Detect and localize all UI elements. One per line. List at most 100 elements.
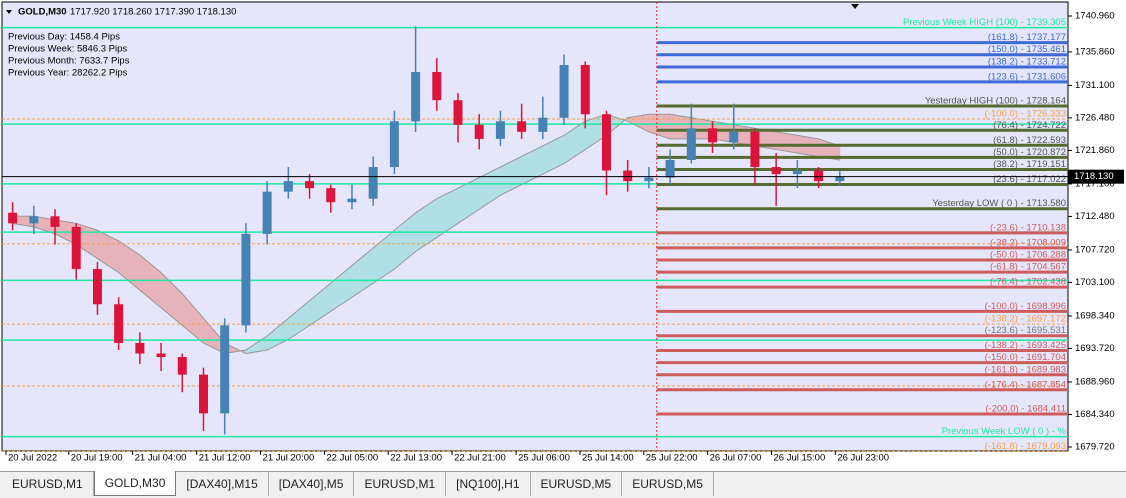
header-prices: 1717.920 1718.260 1717.390 1718.130 (70, 7, 236, 18)
level-label: (161.8) - 1737.177 (988, 32, 1066, 43)
shift-marker (851, 4, 859, 9)
candle-body (389, 121, 399, 168)
candle-body (474, 124, 484, 139)
x-tick-label: 25 Jul 14:00 (582, 453, 634, 464)
plot-layer: Previous Week HIGH (100) - 1739.305 Previ… (2, 2, 1068, 452)
chart-tab[interactable]: EURUSD,M1 (2, 472, 94, 496)
chart-tab[interactable]: EURUSD,M5 (622, 472, 714, 496)
x-tick-label: 21 Jul 20:00 (263, 453, 315, 464)
candle-body (814, 170, 824, 182)
level-label: (123.6) - 1731.606 (988, 71, 1066, 82)
level-label: (-161.8) - 1679.093 (985, 441, 1066, 452)
x-tick-label: 26 Jul 07:00 (710, 453, 762, 464)
level-label: (-50.0) - 1706.288 (990, 250, 1066, 261)
candle-body (750, 131, 760, 168)
symbol-title: GOLD,M30 (18, 7, 67, 18)
x-tick-label: 21 Jul 12:00 (199, 453, 251, 464)
y-tick-label: 1707.720 (1075, 244, 1115, 255)
info-line: Previous Year: 28262.2 Pips (8, 68, 128, 79)
candle-body (29, 216, 39, 224)
x-tick-label: 26 Jul 23:00 (837, 453, 889, 464)
level-label: (61.8) - 1722.593 (993, 135, 1066, 146)
candle-body (453, 100, 463, 125)
level-label: (-150.0) - 1691.704 (985, 352, 1066, 363)
candle-body (71, 226, 81, 270)
level-label: (-38.2) - 1708.009 (990, 237, 1066, 248)
level-label: (50.0) - 1720.872 (993, 147, 1066, 158)
chart-tab[interactable]: [DAX40],M5 (269, 472, 355, 496)
y-tick-label: 1698.340 (1075, 310, 1115, 321)
candle-body (559, 64, 569, 118)
chart-tab[interactable]: GOLD,M30 (93, 471, 177, 496)
chart-tab[interactable]: [NQ100],H1 (446, 472, 531, 496)
x-tick-label: 22 Jul 05:00 (326, 453, 378, 464)
level-label: (23.6) - 1717.022 (993, 174, 1066, 185)
x-tick-label: 20 Jul 2022 (8, 453, 57, 464)
candle-body (495, 121, 505, 139)
level-label: (138.2) - 1733.712 (988, 57, 1066, 68)
candle-body (177, 357, 187, 375)
current-price-box (1068, 169, 1124, 184)
candle-body (283, 181, 293, 192)
level-label: (76.4) - 1724.722 (993, 120, 1066, 131)
candle-body (411, 72, 421, 122)
candle-body (432, 72, 442, 101)
info-line: Previous Month: 7633.7 Pips (8, 56, 130, 67)
candle-body (729, 131, 739, 143)
cloud-line (12, 113, 840, 355)
candle-body (305, 181, 315, 189)
chart-tab[interactable]: [DAX40],M15 (176, 472, 269, 496)
candle-body (241, 233, 251, 326)
y-tick-label: 1703.100 (1075, 277, 1115, 288)
level-label: (-176.4) - 1687.854 (985, 379, 1066, 390)
candle-body (156, 353, 166, 358)
candle-body (665, 159, 675, 178)
y-tick-label: 1693.720 (1075, 343, 1115, 354)
level-label: (-161.8) - 1689.983 (985, 364, 1066, 375)
chart-tab[interactable]: EURUSD,M1 (354, 472, 447, 496)
candle-body (792, 170, 802, 175)
x-tick-label: 22 Jul 21:00 (454, 453, 506, 464)
candle-body (50, 216, 60, 227)
candle-body (114, 304, 124, 343)
x-tick-label: 21 Jul 04:00 (135, 453, 187, 464)
info-line: Previous Day: 1458.4 Pips (8, 32, 120, 43)
candle-body (368, 167, 378, 199)
candle-body (92, 269, 102, 305)
x-tick-label: 22 Jul 13:00 (390, 453, 442, 464)
level-label: (-76.4) - 1702.438 (990, 277, 1066, 288)
candle-body (623, 170, 633, 182)
candle-body (644, 177, 654, 182)
y-tick-label: 1721.860 (1075, 145, 1115, 156)
tab-bar: EURUSD,M1 GOLD,M30 [DAX40],M15 [DAX40],M5 EU… (0, 471, 1126, 498)
plot-area (1, 1, 1069, 452)
menu-arrow[interactable] (6, 10, 12, 14)
x-tick-label: 25 Jul 06:00 (518, 453, 570, 464)
candle-body (262, 191, 272, 234)
candle-body (135, 342, 145, 354)
cloud-line (12, 113, 840, 355)
level-label: (38.2) - 1719.151 (993, 159, 1066, 170)
y-tick-label: 1679.720 (1075, 442, 1115, 453)
y-tick-label: 1684.340 (1075, 409, 1115, 420)
level-label: (-138.2) - 1697.172 (985, 314, 1066, 325)
y-tick-label: 1717.100 (1075, 178, 1115, 189)
y-tick-label: 1740.960 (1075, 11, 1115, 22)
level-label: (-200.0) - 1684.411 (985, 403, 1066, 414)
chart: Previous Week HIGH (100) - 1739.305 Previ… (0, 0, 1126, 471)
chart-tab[interactable]: EURUSD,M5 (531, 472, 623, 496)
level-label: (-100.0) - 1726.333 (985, 108, 1066, 119)
x-tick-label: 25 Jul 22:00 (646, 453, 698, 464)
y-tick-label: 1731.100 (1075, 80, 1115, 91)
y-tick-label: 1726.480 (1075, 112, 1115, 123)
level-label: Yesterday HIGH (100) - 1728.164 (925, 96, 1066, 107)
level-label: (-138.2) - 1693.425 (985, 340, 1066, 351)
level-label: Yesterday LOW ( 0 ) - 1713.580 (932, 198, 1066, 209)
y-tick-label: 1712.480 (1075, 211, 1115, 222)
level-label: (-61.8) - 1704.567 (990, 262, 1066, 273)
x-tick-label: 20 Jul 19:00 (71, 453, 123, 464)
level-label: Previous Week LOW ( 0 ) - % (942, 426, 1067, 437)
candle-body (220, 325, 230, 414)
candle-body (198, 374, 208, 414)
